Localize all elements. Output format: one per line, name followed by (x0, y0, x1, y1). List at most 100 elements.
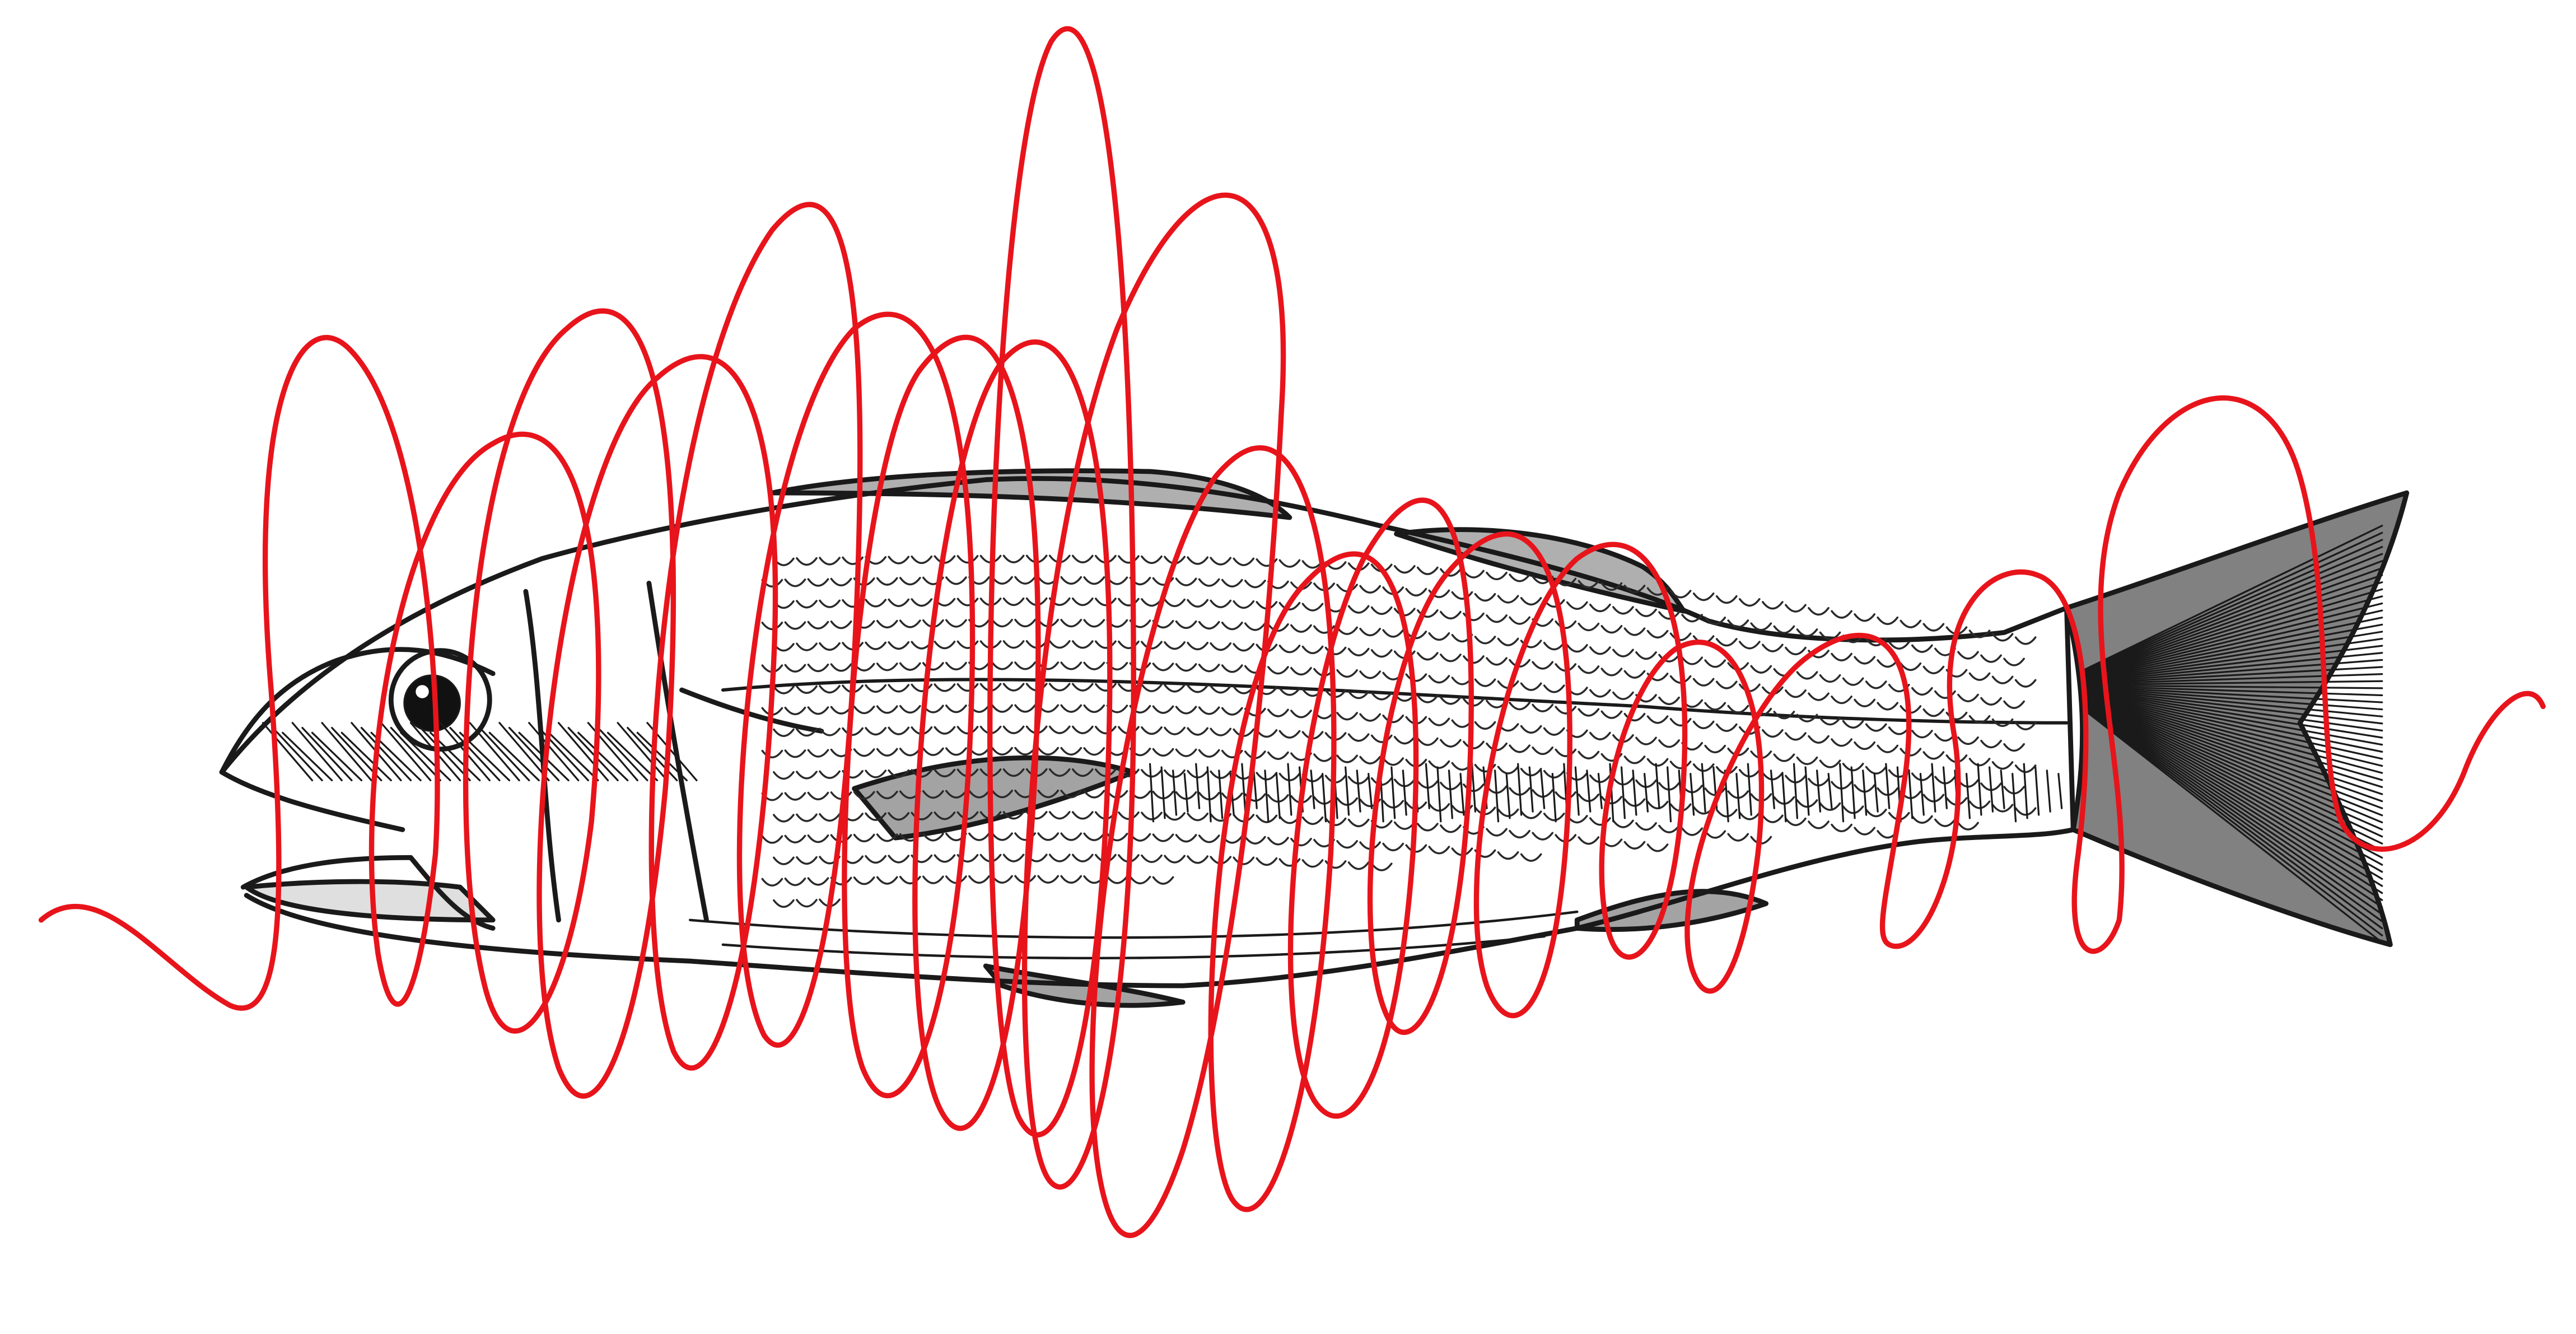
fish-scale (1280, 560, 1299, 567)
fish-scale (1740, 599, 1760, 606)
fish-scale (889, 685, 908, 692)
fish-scale (1395, 566, 1415, 573)
fish-scale (1165, 727, 1184, 734)
fish-scale (1004, 641, 1024, 648)
fish-scale (1153, 749, 1173, 756)
fish-scale (1406, 589, 1426, 596)
fish-scale (797, 558, 816, 565)
fish-scale (1464, 741, 1483, 748)
fish-scale (1820, 675, 1840, 682)
body-hatch-line (1196, 764, 1200, 808)
fish-scale (808, 793, 828, 800)
fish-scale (900, 578, 920, 585)
fish-scale (1177, 579, 1196, 585)
fish-scale (1303, 860, 1322, 867)
fish-scale (1889, 642, 1909, 649)
fish-scale (1636, 652, 1656, 659)
fish-scale (1522, 769, 1541, 776)
fish-scale (831, 579, 851, 586)
fish-scale (1522, 854, 1541, 861)
fish-scale (1303, 647, 1322, 654)
fish-scale (1234, 601, 1253, 608)
fish-scale (1360, 757, 1380, 763)
fish-scale (1165, 856, 1184, 862)
body-hatch-line (1460, 774, 1464, 815)
fish-scale (785, 879, 805, 885)
fish-scale (889, 557, 908, 563)
fish-scale (1406, 674, 1426, 681)
fish-scale (808, 707, 828, 714)
fish-scale (1544, 643, 1564, 650)
fish-scale (866, 771, 885, 777)
fish-scale (2016, 680, 2036, 687)
body-hatch-line (1506, 774, 1510, 818)
fish-scale (1291, 711, 1311, 717)
fish-scale (1510, 831, 1529, 838)
fish-scale (1958, 738, 1978, 744)
fish-scale (992, 748, 1012, 755)
fish-scale (1648, 759, 1667, 766)
fish-scale (1832, 654, 1851, 660)
fish-scale (1372, 864, 1392, 870)
fish-scale (1878, 703, 1897, 710)
fish-scale (831, 622, 851, 628)
fish-scale (1866, 810, 1886, 817)
fish-scale (1165, 685, 1184, 692)
fish-scale (855, 749, 874, 756)
fish-scale (2016, 766, 2036, 772)
fish-scale (1855, 828, 1874, 834)
fish-scale (1625, 628, 1644, 635)
fish-scale (762, 623, 782, 629)
fish-scale (1200, 579, 1219, 586)
fish-scale (1337, 713, 1357, 720)
fish-scale (1533, 833, 1552, 839)
body-hatch-line (1943, 767, 1947, 808)
fish-scale (1567, 645, 1587, 652)
fish-scale (774, 815, 794, 822)
fish-scale (946, 620, 966, 627)
fish-scale (1533, 705, 1552, 711)
fish-scale (1855, 699, 1874, 706)
fish-scale (1119, 556, 1138, 563)
fish-scale (1188, 728, 1207, 735)
fish-scale (1418, 653, 1438, 660)
fish-scale (774, 687, 794, 693)
fish-scale (1165, 813, 1184, 820)
fish-scale (923, 748, 943, 755)
fish-scale (1038, 748, 1058, 754)
body-hatch-line (1737, 774, 1740, 818)
fish-scale (1544, 728, 1564, 735)
fish-scale (1844, 721, 1863, 728)
fish-scale (1337, 755, 1357, 762)
fish-scale (843, 728, 862, 735)
fish-scale (1084, 833, 1104, 840)
fish-scale (1004, 855, 1024, 861)
body-hatch-line (1622, 767, 1625, 818)
fish-scale (1349, 820, 1369, 827)
fish-scale (1763, 602, 1782, 609)
fish-scale (797, 601, 816, 608)
fish-eye-glint (416, 685, 428, 698)
fish-scale (1625, 671, 1644, 678)
fish-scale (1602, 669, 1621, 675)
fish-scale (820, 558, 839, 565)
fish-scale (878, 706, 897, 713)
fish-scale (1096, 684, 1116, 691)
fish-scale (946, 748, 966, 755)
fish-scale (1050, 812, 1070, 819)
body-hatch-line (2059, 774, 2062, 809)
fish-scale (1061, 663, 1081, 669)
fish-scale (1866, 724, 1886, 731)
body-hatch-line (1323, 774, 1326, 822)
fish-scale (1475, 679, 1495, 686)
body-hatch-line (1840, 764, 1844, 822)
fish-scale (992, 705, 1012, 712)
fish-scale (1268, 838, 1288, 845)
fish-scale (1556, 707, 1575, 713)
fish-scale (1567, 602, 1587, 609)
fish-scale (912, 599, 931, 606)
fish-scale (935, 642, 954, 649)
fish-scale (1211, 729, 1230, 735)
fish-scale (1705, 746, 1725, 753)
body-hatch-line (1161, 767, 1165, 818)
